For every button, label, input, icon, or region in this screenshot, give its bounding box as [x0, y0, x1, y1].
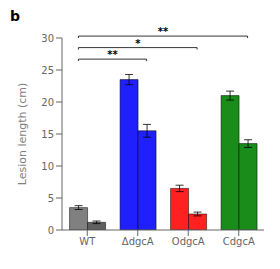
svg-text:30: 30: [41, 33, 54, 44]
svg-text:**: **: [158, 26, 169, 37]
svg-text:0: 0: [48, 225, 54, 236]
svg-text:Lesion length (cm): Lesion length (cm): [16, 83, 29, 186]
svg-text:OdgcA: OdgcA: [172, 236, 205, 247]
svg-text:*: *: [135, 38, 141, 49]
svg-text:15: 15: [41, 129, 54, 140]
svg-text:25: 25: [41, 65, 54, 76]
svg-text:**: **: [107, 49, 118, 60]
svg-text:20: 20: [41, 97, 54, 108]
svg-text:WT: WT: [79, 236, 96, 247]
html-text:b: b: [10, 8, 20, 24]
svg-text:10: 10: [41, 161, 54, 172]
svg-text:CdgcA: CdgcA: [223, 236, 255, 247]
svg-text:ΔdgcA: ΔdgcA: [122, 236, 154, 247]
svg-text:5: 5: [48, 193, 54, 204]
